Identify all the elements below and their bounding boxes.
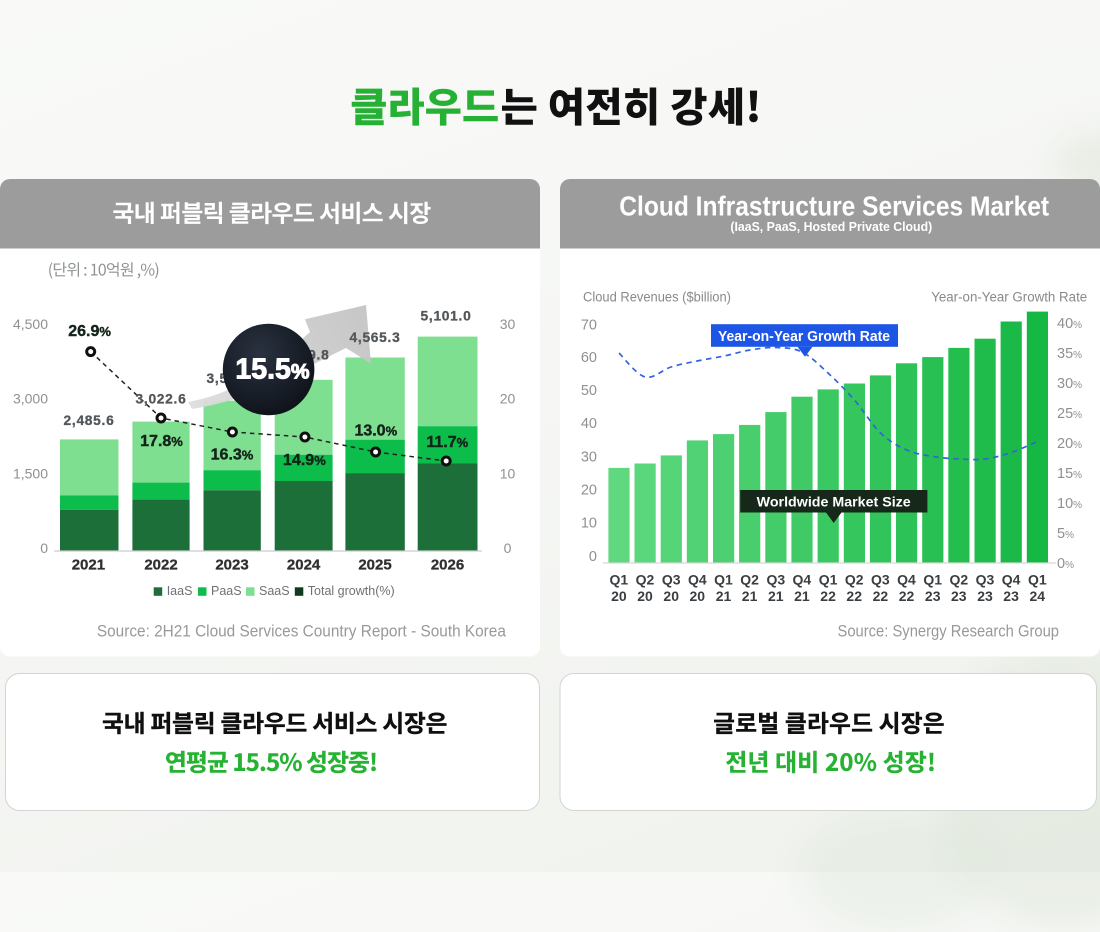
- svg-text:0%: 0%: [1057, 556, 1074, 572]
- svg-text:40: 40: [581, 416, 597, 432]
- svg-text:Q4: Q4: [688, 572, 707, 588]
- svg-text:Q3: Q3: [662, 572, 681, 588]
- svg-text:4,500: 4,500: [13, 316, 48, 332]
- svg-text:20: 20: [581, 483, 597, 499]
- svg-text:24: 24: [1030, 588, 1046, 604]
- svg-text:20: 20: [663, 588, 679, 604]
- svg-text:Q3: Q3: [871, 572, 890, 588]
- svg-text:Total growth(%): Total growth(%): [308, 584, 395, 598]
- svg-text:5%: 5%: [1057, 526, 1074, 542]
- svg-text:Q4: Q4: [793, 572, 812, 588]
- svg-text:0: 0: [504, 540, 512, 556]
- svg-text:25%: 25%: [1057, 406, 1082, 422]
- svg-text:5,101.0: 5,101.0: [421, 308, 472, 323]
- svg-text:23: 23: [951, 588, 967, 604]
- svg-text:13.0%: 13.0%: [354, 422, 397, 439]
- svg-text:21: 21: [768, 588, 784, 604]
- svg-text:Q1: Q1: [714, 572, 733, 588]
- svg-text:21: 21: [716, 588, 732, 604]
- svg-text:Worldwide Market Size: Worldwide Market Size: [757, 494, 911, 510]
- svg-text:SaaS: SaaS: [259, 584, 290, 598]
- svg-text:60: 60: [581, 350, 597, 366]
- svg-text:Cloud Revenues ($billion): Cloud Revenues ($billion): [583, 290, 731, 305]
- svg-text:35%: 35%: [1057, 346, 1082, 362]
- svg-text:2,485.6: 2,485.6: [64, 413, 115, 428]
- svg-text:Q1: Q1: [610, 572, 629, 588]
- svg-text:0: 0: [589, 549, 597, 565]
- svg-text:22: 22: [820, 588, 836, 604]
- svg-text:Year-on-Year Growth Rate: Year-on-Year Growth Rate: [718, 329, 890, 345]
- svg-text:2023: 2023: [215, 557, 248, 574]
- svg-text:15%: 15%: [1057, 466, 1082, 482]
- svg-text:30%: 30%: [1057, 376, 1082, 392]
- svg-text:20: 20: [500, 391, 516, 407]
- svg-text:Q4: Q4: [897, 572, 916, 588]
- svg-text:3,000: 3,000: [13, 391, 48, 407]
- svg-text:2025: 2025: [358, 557, 391, 574]
- svg-text:21: 21: [794, 588, 810, 604]
- svg-text:10: 10: [500, 465, 516, 481]
- svg-text:Q1: Q1: [923, 572, 942, 588]
- svg-text:16.3%: 16.3%: [211, 446, 254, 463]
- svg-text:IaaS: IaaS: [167, 584, 193, 598]
- svg-text:22: 22: [846, 588, 862, 604]
- svg-text:Q2: Q2: [845, 572, 864, 588]
- svg-text:30: 30: [500, 316, 516, 332]
- svg-text:Year-on-Year Growth Rate: Year-on-Year Growth Rate: [931, 290, 1087, 305]
- svg-text:Q2: Q2: [949, 572, 968, 588]
- svg-text:0: 0: [40, 540, 48, 556]
- svg-text:2021: 2021: [72, 557, 105, 574]
- svg-text:20: 20: [611, 588, 627, 604]
- svg-text:Q1: Q1: [819, 572, 838, 588]
- svg-text:Q1: Q1: [1028, 572, 1047, 588]
- svg-text:23: 23: [977, 588, 993, 604]
- svg-text:22: 22: [873, 588, 889, 604]
- svg-text:14.9%: 14.9%: [283, 452, 326, 469]
- svg-text:Q3: Q3: [766, 572, 785, 588]
- svg-text:70: 70: [581, 318, 597, 334]
- svg-text:(IaaS, PaaS, Hosted Private Cl: (IaaS, PaaS, Hosted Private Cloud): [730, 219, 932, 234]
- svg-text:20: 20: [637, 588, 653, 604]
- svg-text:40%: 40%: [1057, 316, 1082, 332]
- svg-text:21: 21: [742, 588, 758, 604]
- svg-text:PaaS: PaaS: [211, 584, 242, 598]
- svg-text:Q4: Q4: [1002, 572, 1021, 588]
- svg-text:20%: 20%: [1057, 436, 1082, 452]
- svg-text:4,565.3: 4,565.3: [350, 330, 401, 345]
- svg-text:2022: 2022: [144, 557, 177, 574]
- svg-text:Q2: Q2: [636, 572, 655, 588]
- svg-text:17.8%: 17.8%: [140, 433, 183, 450]
- svg-text:50: 50: [581, 383, 597, 399]
- svg-text:23: 23: [1003, 588, 1019, 604]
- svg-text:3,022.6: 3,022.6: [136, 391, 187, 406]
- svg-text:30: 30: [581, 450, 597, 466]
- svg-text:Q2: Q2: [740, 572, 759, 588]
- svg-text:Source: Synergy Research Group: Source: Synergy Research Group: [838, 623, 1060, 641]
- svg-text:Source: 2H21 Cloud Services Co: Source: 2H21 Cloud Services Country Repo…: [97, 623, 507, 641]
- svg-text:2026: 2026: [431, 557, 464, 574]
- svg-text:20: 20: [690, 588, 706, 604]
- svg-text:10%: 10%: [1057, 496, 1082, 512]
- svg-text:23: 23: [925, 588, 941, 604]
- svg-text:10: 10: [581, 516, 597, 532]
- svg-text:15.5%: 15.5%: [235, 354, 309, 386]
- svg-text:22: 22: [899, 588, 915, 604]
- svg-text:26.9%: 26.9%: [68, 323, 111, 340]
- svg-text:Cloud Infrastructure Services: Cloud Infrastructure Services Market: [619, 190, 1049, 221]
- svg-text:Q3: Q3: [976, 572, 995, 588]
- svg-text:1,500: 1,500: [13, 465, 48, 481]
- svg-text:2024: 2024: [287, 557, 321, 574]
- svg-text:11.7%: 11.7%: [426, 434, 468, 451]
